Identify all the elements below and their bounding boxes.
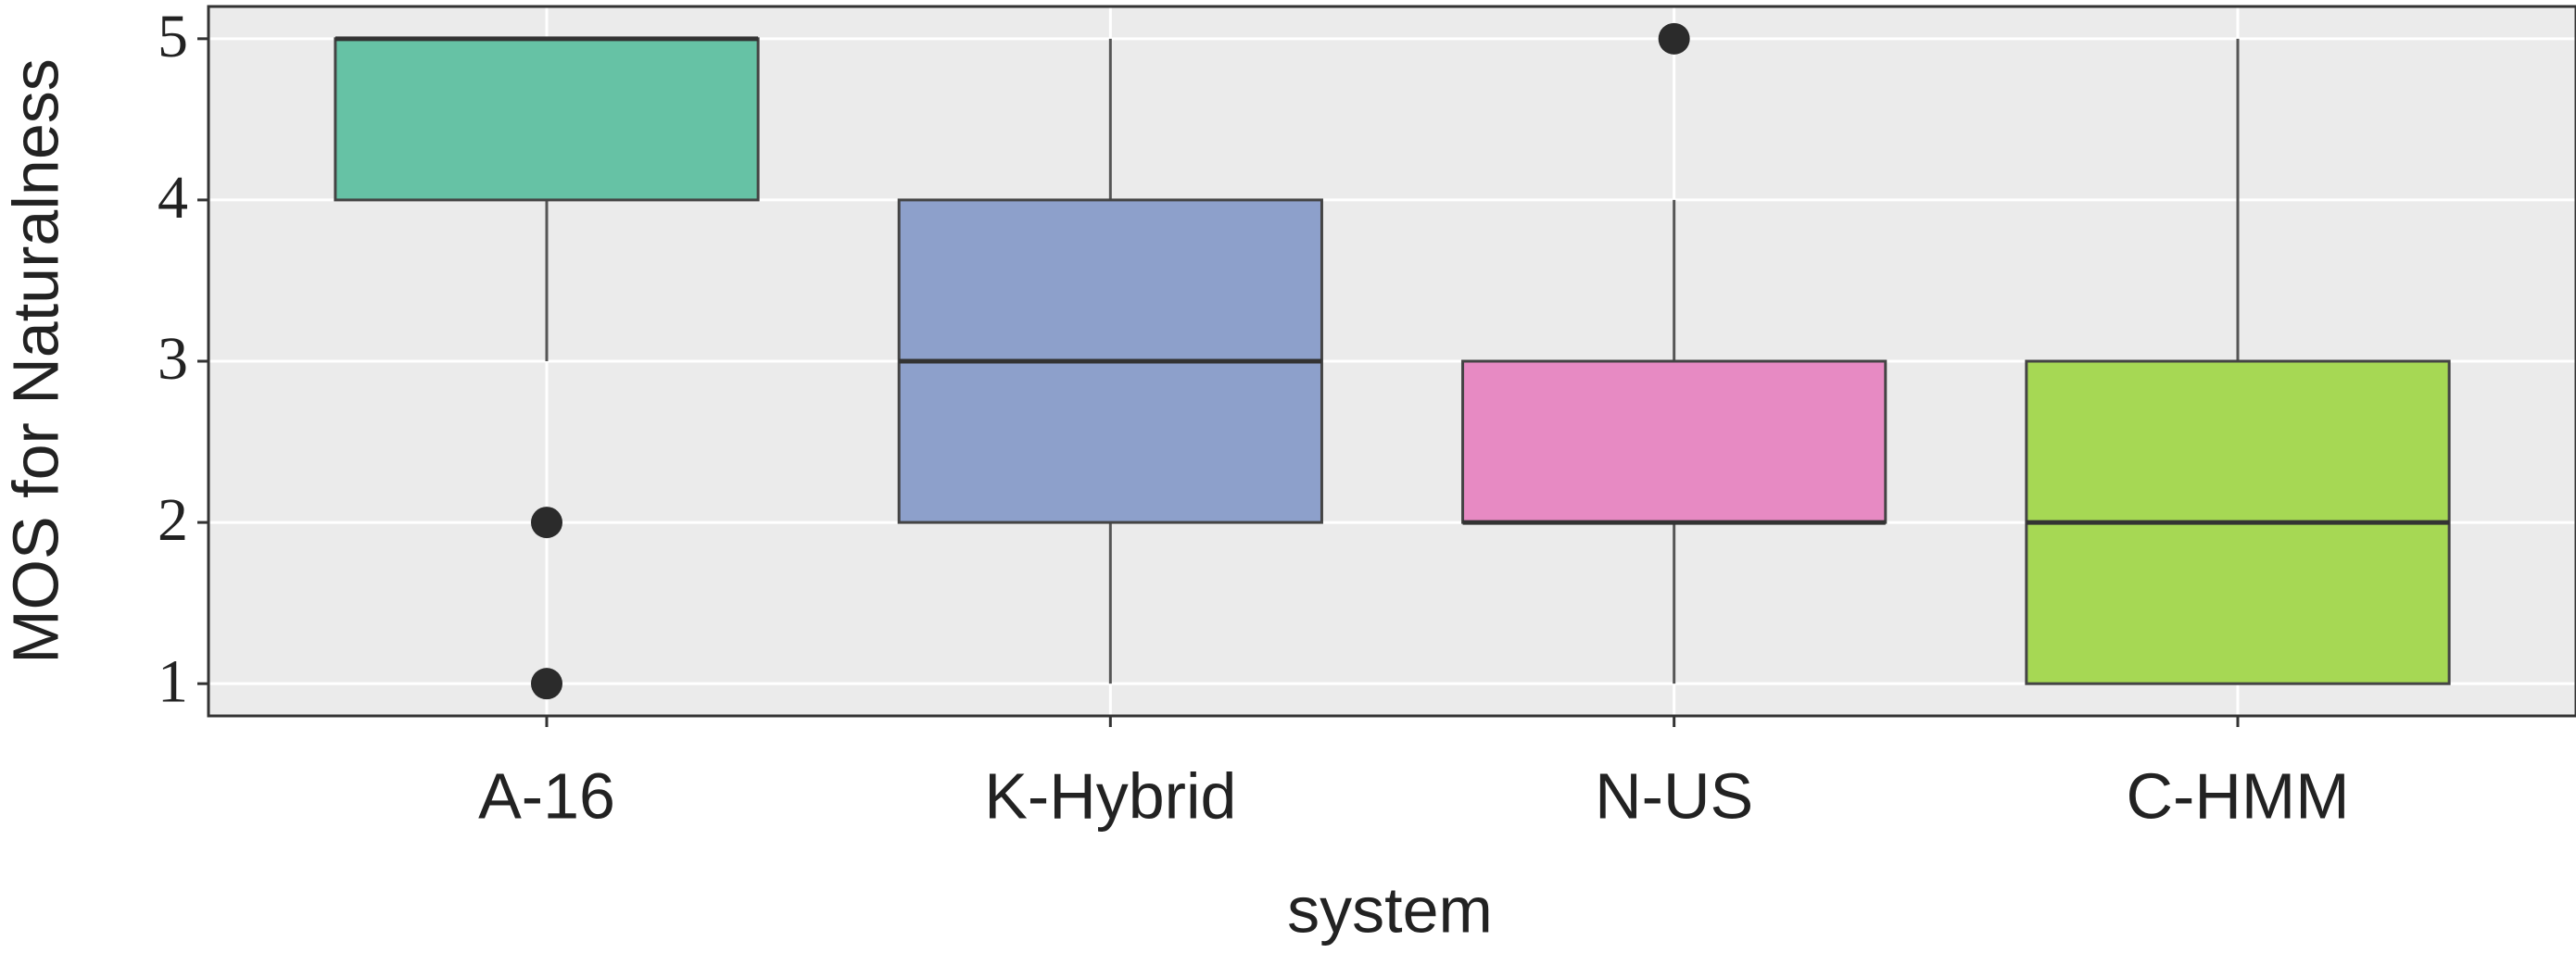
x-axis-title: system	[1287, 873, 1493, 946]
outlier	[1658, 22, 1690, 55]
y-tick-label: 5	[158, 3, 188, 70]
y-tick-label: 3	[158, 325, 188, 393]
outlier	[531, 668, 562, 700]
box	[1461, 359, 1888, 524]
y-axis-title: MOS for Naturalness	[0, 58, 71, 664]
x-tick-label: K-Hybrid	[984, 759, 1236, 832]
outlier	[531, 507, 562, 539]
x-tick-label: N-US	[1595, 759, 1753, 832]
y-tick-label: 4	[158, 164, 188, 232]
y-tick-label: 2	[158, 486, 188, 554]
x-tick-label: C-HMM	[2126, 759, 2349, 832]
y-tick-label: 1	[158, 647, 188, 715]
plot-border	[207, 5, 2576, 718]
box	[334, 37, 760, 202]
x-tick-label: A-16	[478, 759, 615, 832]
